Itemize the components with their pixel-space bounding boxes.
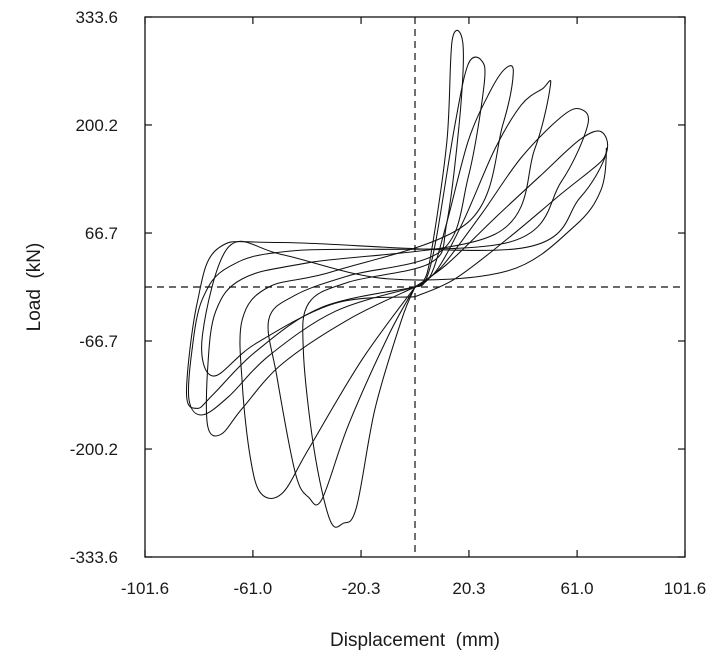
hysteresis-loop-3 [239,65,514,499]
y-axis-tick-labels: 333.6 200.2 66.7 -66.7 -200.2 -333.6 [70,8,118,567]
hysteresis-loop-2 [267,56,486,506]
axis-ticks [144,16,686,558]
y-tick-label: 66.7 [85,224,118,243]
hysteresis-loop-4 [205,80,552,437]
hysteresis-loop-1 [302,29,464,528]
load-displacement-loops [185,29,609,528]
y-tick-label: -200.2 [70,440,118,459]
hysteresis-loop-5 [187,107,589,416]
x-tick-label: -101.6 [121,579,169,598]
x-tick-label: -20.3 [342,579,381,598]
y-axis-title: Load (kN) [24,243,45,332]
x-axis-tick-labels: -101.6 -61.0 -20.3 20.3 61.0 101.6 [121,579,706,598]
y-tick-label: 200.2 [75,116,118,135]
plot-frame [144,16,686,558]
hysteresis-loop-7 [201,147,608,377]
hysteresis-loop-6 [185,130,609,409]
y-tick-label: -66.7 [79,332,118,351]
y-tick-label: 333.6 [75,8,118,27]
x-tick-label: -61.0 [234,579,273,598]
y-tick-label: -333.6 [70,548,118,567]
x-tick-label: 101.6 [664,579,707,598]
x-tick-label: 61.0 [561,579,594,598]
x-axis-title: Displacement (mm) [330,630,500,651]
x-tick-label: 20.3 [452,579,485,598]
